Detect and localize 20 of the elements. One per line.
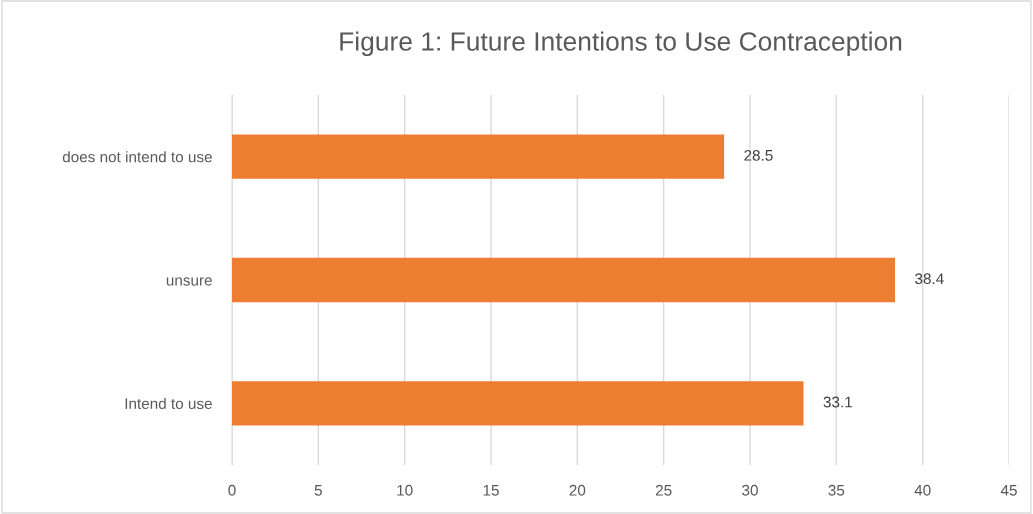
y-tick-label: Intend to use	[125, 397, 212, 410]
data-label: 28.5	[744, 149, 773, 161]
bar	[232, 134, 725, 179]
x-tick-label: 45	[1000, 485, 1017, 496]
y-tick-label: unsure	[166, 277, 212, 286]
x-tick-label: 5	[314, 485, 322, 496]
x-tick-label: 40	[914, 484, 931, 496]
x-tick-label: 30	[742, 484, 758, 496]
x-tick-label: 0	[228, 484, 236, 496]
x-tick-label: 35	[828, 484, 845, 496]
x-tick-label: 25	[655, 484, 672, 496]
data-label: 33.1	[823, 396, 852, 408]
bar	[232, 257, 896, 303]
y-tick-label: does not intend to use	[62, 151, 212, 163]
x-tick-label: 20	[569, 484, 586, 496]
x-tick-label: 15	[483, 485, 499, 496]
bar	[232, 381, 804, 426]
data-label: 38.4	[915, 273, 944, 285]
chart-title: Figure 1: Future Intentions to Use Contraception	[340, 31, 902, 57]
x-tick-label: 10	[397, 484, 413, 496]
